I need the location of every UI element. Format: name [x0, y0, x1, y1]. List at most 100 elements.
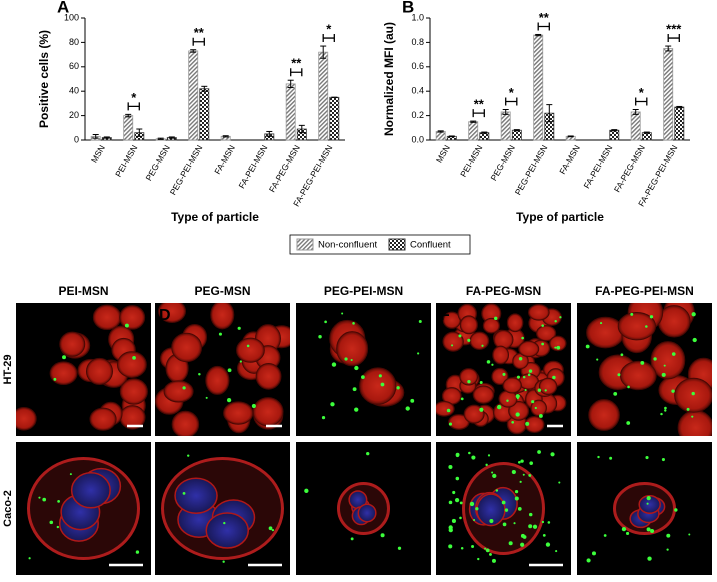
particle — [620, 353, 624, 357]
bar — [609, 129, 620, 141]
particle — [559, 316, 562, 319]
particle — [663, 364, 666, 367]
nucleus — [459, 368, 479, 386]
particle — [534, 406, 537, 410]
particle — [479, 380, 483, 384]
particle — [544, 389, 547, 392]
particle — [609, 456, 613, 460]
particle — [646, 496, 651, 501]
particle — [182, 386, 186, 390]
x-tick-label: FA-PEI-MSN — [581, 143, 614, 190]
bar — [318, 51, 329, 141]
nucleus — [70, 472, 111, 509]
nucleus — [171, 410, 200, 436]
particle — [502, 522, 507, 527]
particle — [448, 544, 453, 549]
panel-letter: D — [159, 307, 171, 324]
nucleus — [357, 503, 377, 523]
particle — [268, 526, 273, 531]
particle — [354, 407, 359, 412]
y-tick-label: 20 — [69, 110, 79, 120]
x-axis-title: Type of particle — [516, 210, 604, 224]
significance-label: * — [326, 21, 332, 36]
particle — [495, 489, 499, 492]
significance-bracket — [667, 34, 680, 43]
particle — [516, 375, 520, 379]
particle — [451, 344, 454, 347]
micrograph: K — [436, 442, 571, 575]
particle — [330, 402, 335, 407]
bar — [663, 48, 674, 141]
particle — [666, 548, 669, 551]
nucleus — [538, 377, 558, 395]
particle — [223, 521, 226, 525]
nucleus — [174, 477, 218, 514]
particle — [596, 358, 599, 361]
particle — [517, 507, 522, 511]
nucleus — [359, 367, 397, 405]
nucleus — [530, 399, 547, 417]
particle — [528, 512, 533, 517]
particle — [410, 398, 415, 403]
particle — [341, 312, 344, 315]
bar — [674, 106, 685, 141]
micrograph-content — [586, 455, 691, 563]
nucleus — [491, 367, 509, 386]
particle — [227, 368, 232, 373]
nucleus — [16, 407, 37, 431]
nucleus — [459, 315, 478, 335]
panel-letter: I — [159, 446, 163, 463]
column-label: PEG-PEI-MSN — [324, 284, 403, 298]
particle — [522, 535, 527, 539]
particle — [520, 542, 525, 547]
particle — [630, 312, 634, 316]
x-tick-label: FA-MSN — [212, 143, 237, 176]
panel-letter: H — [20, 446, 32, 463]
particle — [674, 508, 678, 512]
nucleus — [650, 341, 686, 380]
particle — [473, 519, 476, 522]
particle — [538, 414, 543, 418]
significance-label: *** — [666, 21, 682, 36]
particle — [487, 454, 491, 457]
panel-letter: L — [581, 446, 591, 463]
nucleus — [506, 313, 524, 333]
particle — [506, 399, 509, 402]
particle — [477, 557, 480, 561]
bar — [329, 96, 340, 141]
legend-swatch — [296, 238, 314, 251]
particle — [455, 453, 460, 458]
nucleus — [588, 399, 620, 431]
nucleus — [171, 332, 203, 363]
nucleus — [638, 494, 661, 514]
y-axis-title: Positive cells (%) — [37, 30, 51, 128]
nucleus — [223, 401, 254, 425]
particle — [491, 558, 496, 563]
particle — [585, 344, 590, 349]
particle — [617, 373, 621, 377]
nucleus — [119, 305, 146, 330]
particle — [485, 463, 488, 467]
particle — [664, 406, 667, 410]
bar — [468, 121, 479, 141]
particle — [331, 362, 337, 367]
particle — [135, 550, 140, 554]
significance-bracket — [472, 109, 485, 118]
particle — [485, 548, 490, 553]
nucleus — [158, 303, 187, 323]
nucleus — [252, 397, 284, 427]
significance-bracket — [290, 68, 303, 77]
error-bar — [502, 109, 509, 115]
particle — [491, 363, 494, 366]
particle — [378, 374, 382, 378]
particle — [57, 499, 60, 503]
particle — [251, 403, 256, 409]
particle — [653, 357, 657, 361]
nucleus — [619, 360, 657, 391]
particle — [494, 316, 498, 321]
particle — [640, 360, 645, 365]
particle — [448, 525, 453, 530]
y-tick-label: 80 — [69, 37, 79, 47]
particle — [519, 480, 522, 483]
